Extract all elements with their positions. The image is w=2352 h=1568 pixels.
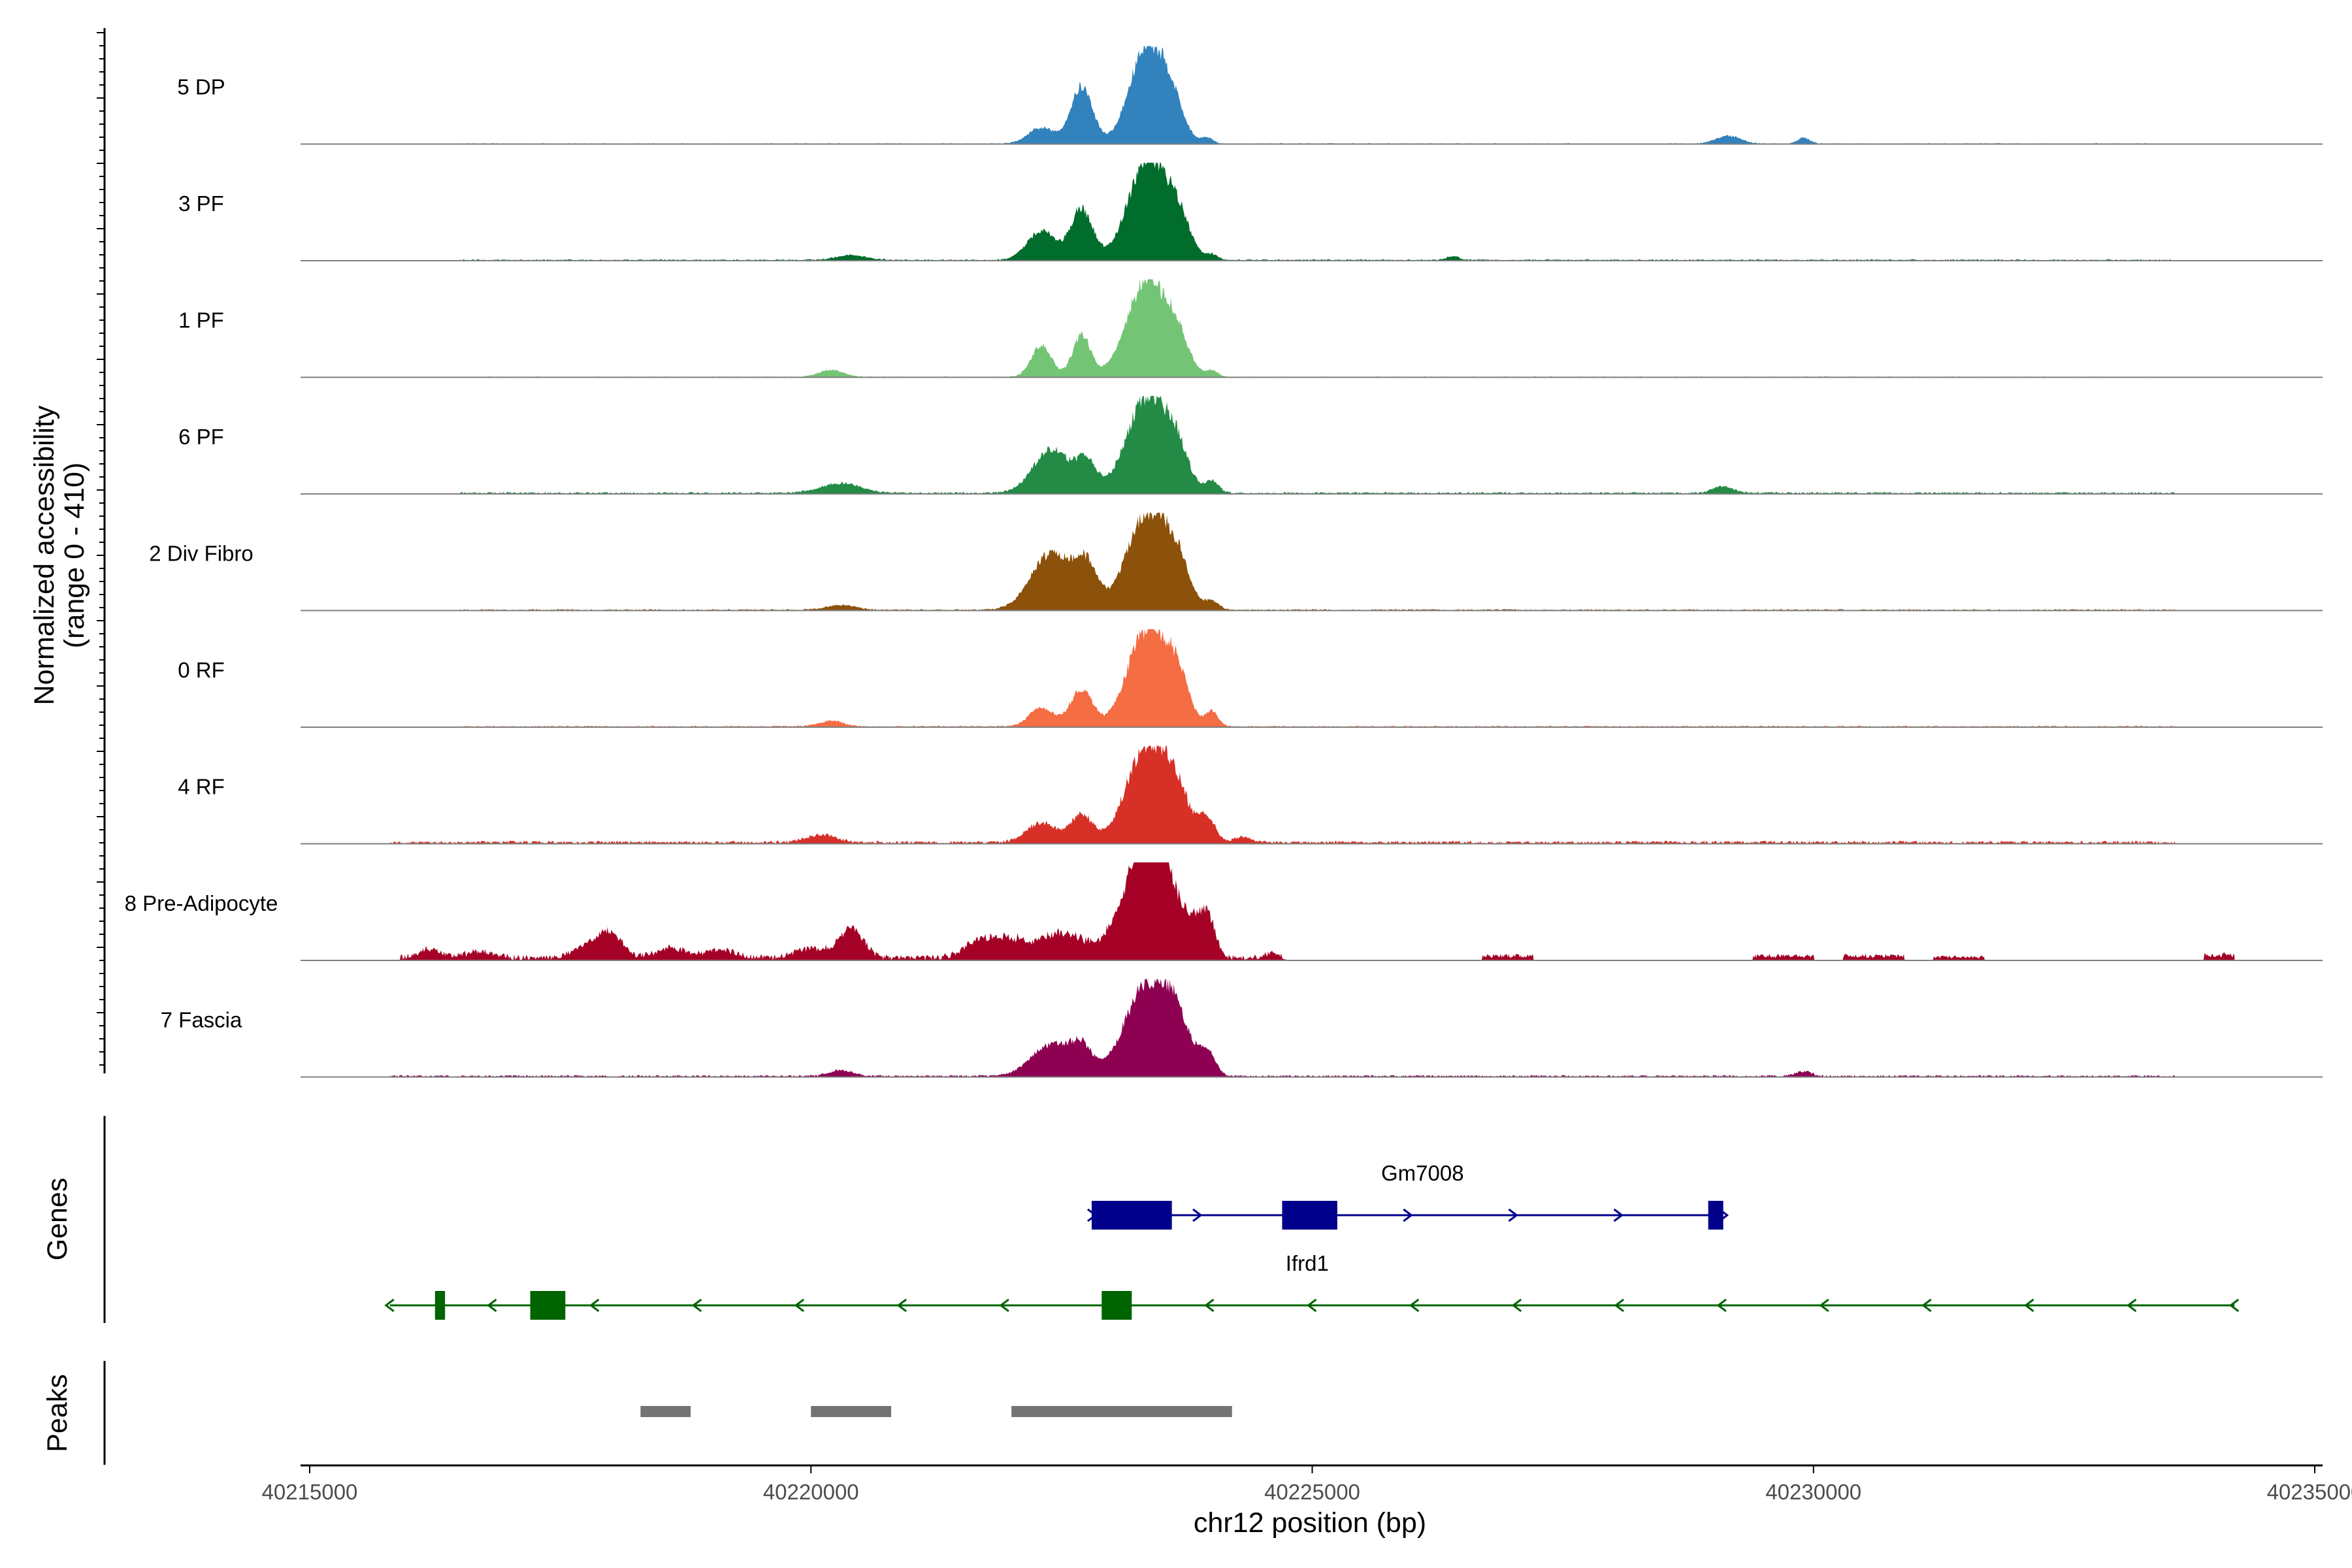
x-tick-label: 40235000 <box>2267 1480 2352 1504</box>
track-label: 2 Div Fibro <box>149 542 253 566</box>
y-axis-ticks <box>97 32 105 1066</box>
strand-chevron <box>1819 1298 1829 1313</box>
track-label: 6 PF <box>178 425 224 449</box>
x-axis: 40215000 40220000 40225000 40230000 40235000… <box>262 1464 2352 1539</box>
peaks-panel: Peaks <box>42 1361 1232 1465</box>
strand-chevron <box>896 1298 907 1313</box>
strand-chevron <box>589 1298 600 1313</box>
y-axis: Normalized accessibility (range 0 - 410) <box>29 28 106 1073</box>
coverage-track: 6 PF <box>178 396 2323 495</box>
strand-chevron <box>487 1298 497 1313</box>
strand-chevron <box>1508 1208 1518 1222</box>
coverage-area <box>389 163 2235 261</box>
coverage-track: 0 RF <box>178 629 2323 728</box>
strand-chevron <box>1403 1208 1413 1222</box>
coverage-area <box>389 979 2235 1077</box>
gene-exon <box>1708 1201 1723 1230</box>
gene-exon <box>530 1291 566 1320</box>
coverage-area <box>389 745 2235 844</box>
strand-chevron <box>691 1298 702 1313</box>
x-axis-title: chr12 position (bp) <box>1194 1507 1426 1539</box>
strand-chevron <box>1511 1298 1522 1313</box>
track-label: 4 RF <box>178 775 225 799</box>
track-label: 8 Pre-Adipocyte <box>125 891 278 915</box>
coverage-track: 8 Pre-Adipocyte <box>125 862 2323 961</box>
coverage-area <box>389 396 2235 494</box>
strand-chevron <box>384 1298 395 1313</box>
peak-region <box>811 1406 892 1417</box>
coverage-track: 1 PF <box>178 279 2323 378</box>
peaks-axis-title: Peaks <box>42 1374 73 1452</box>
strand-chevron <box>794 1298 805 1313</box>
peak-region <box>1011 1406 1232 1417</box>
x-tick-label: 40225000 <box>1264 1480 1360 1504</box>
gene-exon <box>1102 1291 1132 1320</box>
gene-label: Gm7008 <box>1381 1161 1464 1185</box>
gene-models: Gm7008 Ifrd1 <box>384 1161 2240 1320</box>
coverage-track: 2 Div Fibro <box>149 512 2323 612</box>
strand-chevron <box>1716 1298 1727 1313</box>
strand-chevron <box>1613 1208 1624 1222</box>
track-label: 5 DP <box>177 75 225 99</box>
strand-chevron <box>2229 1298 2240 1313</box>
track-label: 7 Fascia <box>161 1008 242 1032</box>
coverage-area <box>389 629 2235 727</box>
coverage-tracks: 5 DP 3 PF 1 PF 6 PF 2 Div Fibro 0 RF 4 RF 8 Pre… <box>125 46 2323 1078</box>
strand-chevron <box>2024 1298 2034 1313</box>
gene-model: Ifrd1 <box>384 1251 2240 1320</box>
track-label: 0 RF <box>178 658 225 682</box>
coverage-track: 5 DP <box>177 46 2323 145</box>
genes-panel: Genes Gm7008 Ifrd1 <box>42 1116 2240 1323</box>
strand-chevron <box>1204 1298 1215 1313</box>
strand-chevron <box>1307 1298 1317 1313</box>
gene-exon <box>1282 1201 1337 1230</box>
strand-chevron <box>1409 1298 1420 1313</box>
coverage-area <box>389 862 2235 960</box>
gene-exon <box>434 1291 446 1320</box>
track-label: 1 PF <box>178 308 224 333</box>
x-tick-label: 40215000 <box>262 1480 358 1504</box>
strand-chevron <box>999 1298 1009 1313</box>
strand-chevron <box>1921 1298 1932 1313</box>
x-tick-label: 40230000 <box>1765 1480 1861 1504</box>
y-axis-range-label: (range 0 - 410) <box>59 463 90 648</box>
track-label: 3 PF <box>178 191 224 216</box>
strand-chevron <box>2126 1298 2137 1313</box>
strand-chevron <box>1192 1208 1203 1222</box>
coverage-track: 3 PF <box>178 163 2323 261</box>
gene-model: Gm7008 <box>1087 1161 1729 1230</box>
genes-axis-title: Genes <box>42 1178 73 1261</box>
coverage-track: 4 RF <box>178 745 2323 845</box>
coverage-track: 7 Fascia <box>161 979 2323 1078</box>
x-tick-label: 40220000 <box>763 1480 859 1504</box>
y-axis-title: Normalized accessibility <box>29 405 60 705</box>
peak-region <box>640 1406 691 1417</box>
coverage-area <box>389 279 2235 378</box>
x-axis-ticks: 40215000 40220000 40225000 40230000 40235000 <box>262 1465 2352 1504</box>
peak-regions <box>640 1406 1232 1417</box>
coverage-area <box>389 512 2235 611</box>
gene-label: Ifrd1 <box>1286 1251 1329 1275</box>
gene-exon <box>1091 1201 1172 1230</box>
strand-chevron <box>1614 1298 1624 1313</box>
coverage-area <box>389 46 2235 144</box>
